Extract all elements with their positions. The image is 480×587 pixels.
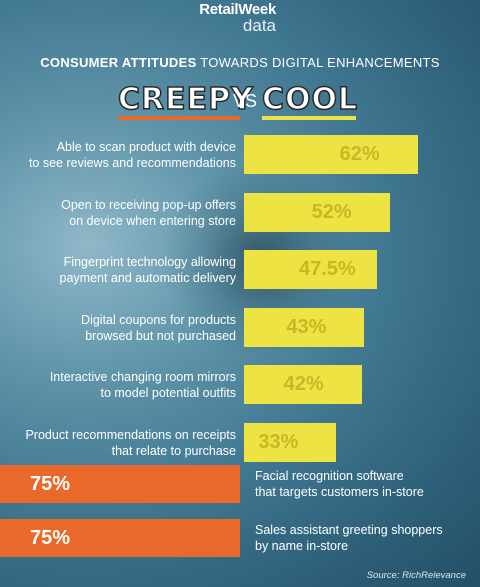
cool-bar xyxy=(244,307,365,347)
brand-logo: RetailWeek data xyxy=(199,2,276,34)
category-line: browsed but not purchased xyxy=(85,328,236,343)
category-line: that relate to purchase xyxy=(111,443,236,458)
cool-bar xyxy=(244,192,390,232)
category-line: Digital coupons for products xyxy=(81,312,236,327)
cool-bar xyxy=(244,250,377,289)
category-line: by name in-store xyxy=(255,539,349,553)
category-line: Able to scan product with device xyxy=(56,140,236,154)
creepy-value-label: 75% xyxy=(30,473,71,495)
category-line: Facial recognition software xyxy=(255,469,404,483)
category-line: on device when entering store xyxy=(69,213,236,228)
category-line: payment and automatic delivery xyxy=(59,271,236,285)
creepy-underline xyxy=(118,116,240,120)
chart-title: CONSUMER ATTITUDES TOWARDS DIGITAL ENHAN… xyxy=(0,55,480,70)
cool-value-label: 52% xyxy=(311,200,352,223)
creepy-bar xyxy=(0,519,240,557)
cool-bar xyxy=(244,422,337,462)
category-line: to see reviews and recommendations xyxy=(28,156,236,170)
cool-bar xyxy=(244,135,418,174)
vs-label: VS xyxy=(233,91,258,111)
cool-category-label: Interactive changing room mirrors to mode… xyxy=(14,369,236,401)
brand-subtitle: data xyxy=(242,16,276,35)
title-rest: TOWARDS DIGITAL ENHANCEMENTS xyxy=(196,55,440,70)
cool-value-label: 42% xyxy=(283,373,324,395)
cool-value-label: 43% xyxy=(286,315,327,338)
versus-header: CREEPY VS COOL xyxy=(0,81,480,122)
category-line: Sales assistant greeting shoppers xyxy=(255,523,443,537)
category-line: Fingerprint technology allowing xyxy=(63,255,236,269)
cool-bar xyxy=(244,365,362,404)
source-note: Source: RichRelevance xyxy=(366,570,466,581)
cool-category-label: Fingerprint technology allowing payment a… xyxy=(14,254,236,286)
category-line: Open to receiving pop-up offers xyxy=(61,197,236,212)
creepy-value-label: 75% xyxy=(30,527,71,549)
brand-name: RetailWeek xyxy=(199,1,276,18)
cool-category-label: Able to scan product with device to see r… xyxy=(14,139,236,171)
category-line: that targets customers in-store xyxy=(255,485,424,499)
title-bold: CONSUMER ATTITUDES xyxy=(40,55,197,70)
cool-value-label: 47.5% xyxy=(299,258,356,280)
creepy-category-label: Sales assistant greeting shoppers by name… xyxy=(255,522,475,554)
cool-category-label: Open to receiving pop-up offers on device… xyxy=(14,197,236,229)
cool-category-label: Product recommendations on receipts that … xyxy=(14,427,236,459)
cool-value-label: 62% xyxy=(339,143,380,165)
category-line: to model potential outfits xyxy=(100,386,237,400)
cool-value-label: 33% xyxy=(258,430,299,453)
cool-underline xyxy=(262,116,356,120)
category-line: Interactive changing room mirrors xyxy=(49,370,236,384)
creepy-heading: CREEPY xyxy=(117,81,254,118)
cool-category-label: Digital coupons for products browsed but … xyxy=(14,312,236,344)
creepy-category-label: Facial recognition software that targets … xyxy=(255,468,475,500)
cool-heading: COOL xyxy=(261,81,359,118)
category-line: Product recommendations on receipts xyxy=(25,427,236,442)
creepy-bar xyxy=(0,465,240,503)
